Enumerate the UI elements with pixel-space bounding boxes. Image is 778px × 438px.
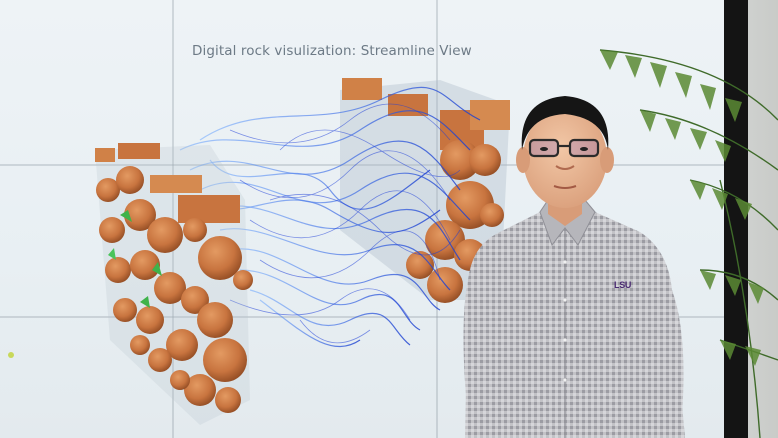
shirt-logo: LSU bbox=[614, 280, 632, 290]
display-seam bbox=[436, 0, 438, 438]
shirt bbox=[465, 212, 685, 438]
screen-artifact bbox=[8, 352, 14, 358]
hair bbox=[521, 96, 609, 150]
rock-streamline-visualization bbox=[95, 78, 510, 425]
rock-block-right bbox=[340, 78, 510, 303]
screen-title: Digital rock visulization: Streamline Vi… bbox=[192, 43, 472, 59]
display-seam bbox=[0, 316, 728, 318]
rock-block-left bbox=[95, 143, 253, 425]
display-seam bbox=[0, 164, 728, 166]
face bbox=[523, 108, 607, 208]
streamlines-dense bbox=[229, 103, 461, 344]
display-frame bbox=[724, 0, 748, 438]
